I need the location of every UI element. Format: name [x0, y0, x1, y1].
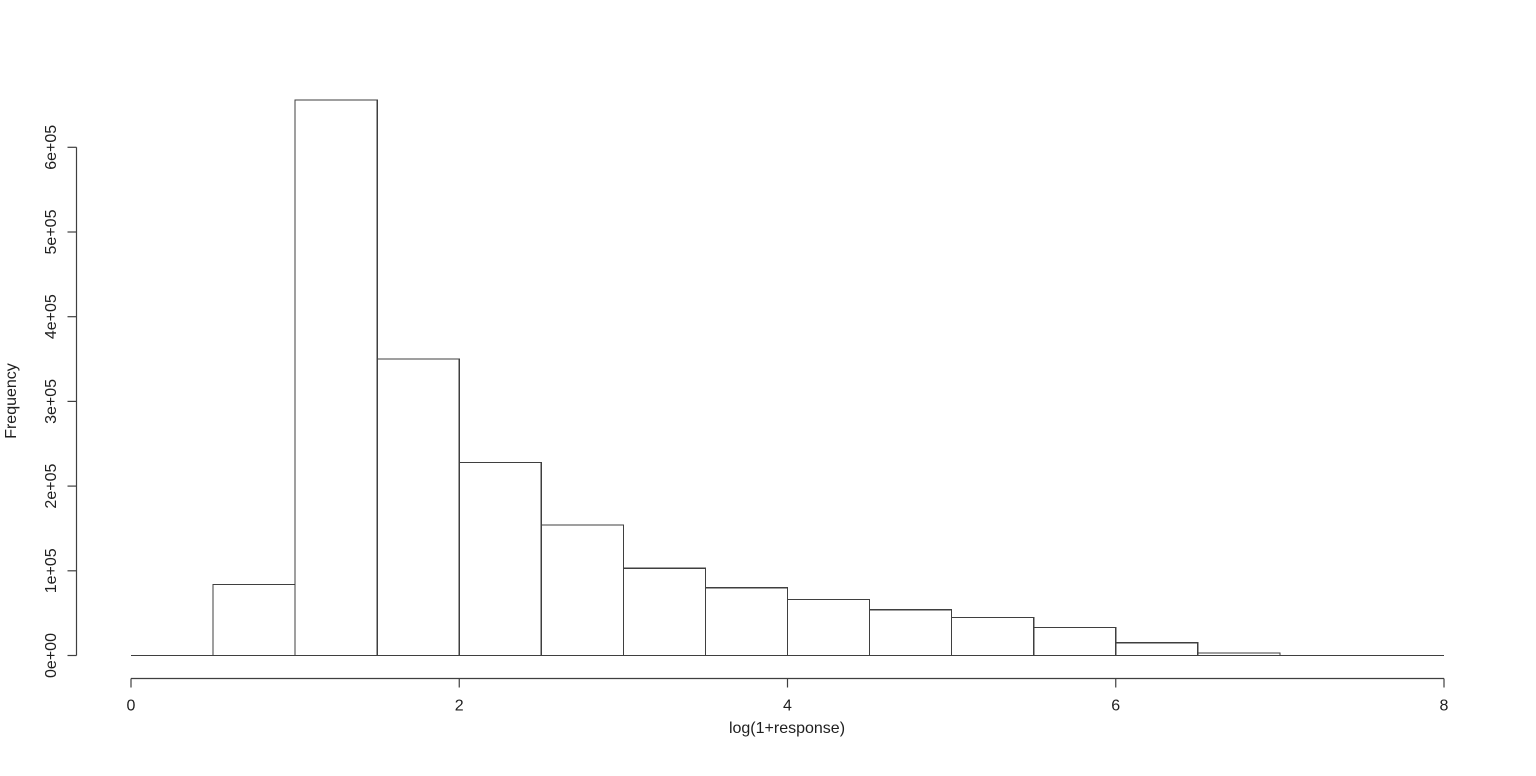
y-tick-label: 2e+05 [43, 464, 60, 509]
histogram-bar [212, 583, 296, 657]
histogram-bar [540, 524, 624, 657]
x-tick-label: 4 [783, 698, 792, 715]
y-tick-label: 5e+05 [43, 209, 60, 254]
y-tick-label: 4e+05 [43, 294, 60, 339]
histogram-bar [458, 461, 542, 657]
histogram-bar [786, 598, 871, 657]
y-tick-label: 0e+00 [43, 633, 60, 678]
x-axis-title: log(1+response) [729, 720, 845, 737]
y-tick-label: 6e+05 [43, 125, 60, 170]
y-tick-label: 1e+05 [43, 548, 60, 593]
histogram-bar [704, 587, 789, 657]
histogram-bar [622, 567, 707, 657]
y-axis-title: Frequency [3, 363, 20, 439]
histogram-bar [951, 616, 1035, 657]
histogram-bar [1197, 652, 1281, 657]
histogram-bar [1033, 626, 1117, 657]
histogram-bar [376, 358, 460, 657]
x-tick-label: 2 [455, 698, 464, 715]
histogram-bar [1115, 642, 1199, 657]
plot-generated-layer: 0 2 4 6 8 0e+00 1e+05 2e+05 3e+05 4e+05 5e+05 6e+05 [43, 99, 1449, 715]
x-tick-label: 8 [1440, 698, 1449, 715]
x-tick-label: 0 [127, 698, 136, 715]
y-tick-label: 3e+05 [43, 379, 60, 424]
histogram-bar [294, 99, 378, 657]
x-tick-label: 6 [1111, 698, 1120, 715]
histogram-bar [868, 609, 953, 657]
